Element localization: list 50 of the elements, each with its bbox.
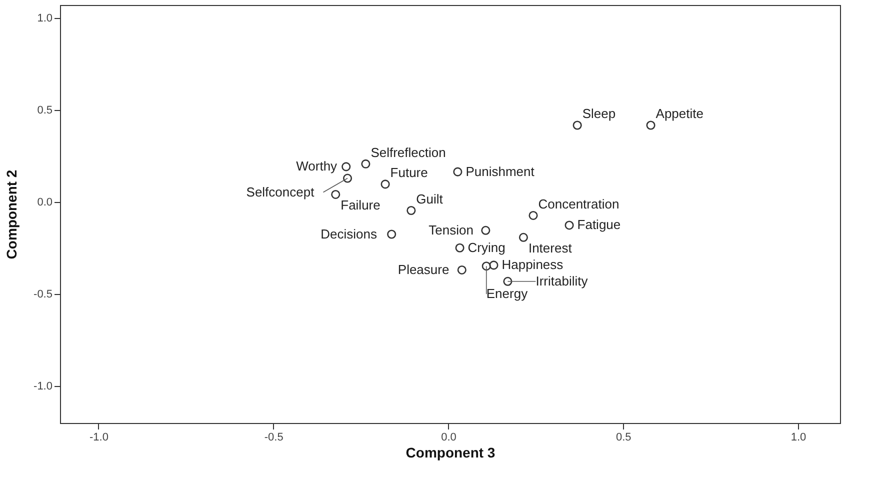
point bbox=[482, 262, 491, 271]
series-label: Pleasure bbox=[398, 262, 450, 277]
point bbox=[342, 162, 351, 172]
point bbox=[406, 206, 416, 216]
series-label: Decisions bbox=[320, 226, 378, 242]
series-label: Future bbox=[390, 165, 428, 180]
point bbox=[455, 243, 464, 252]
point bbox=[387, 230, 396, 239]
y-tick-label: 1.0 bbox=[37, 12, 52, 24]
point bbox=[380, 180, 390, 189]
series-label: Failure bbox=[340, 197, 380, 212]
series-label: Crying bbox=[468, 240, 506, 255]
point bbox=[481, 226, 490, 235]
point bbox=[453, 167, 462, 176]
point bbox=[572, 120, 582, 130]
point bbox=[361, 159, 370, 168]
point bbox=[528, 210, 538, 220]
point bbox=[331, 190, 340, 199]
x-tick-label: 1.0 bbox=[790, 432, 806, 444]
x-tick-label: -0.5 bbox=[264, 432, 284, 444]
series-label: Fatigue bbox=[577, 217, 621, 232]
y-tick-label: 0.5 bbox=[37, 104, 52, 116]
series-label: Happiness bbox=[502, 257, 564, 272]
series-label: Energy bbox=[486, 286, 528, 302]
y-axis-title: Component 2 bbox=[4, 170, 20, 260]
y-tick-label: 0.0 bbox=[37, 196, 52, 209]
series-label: Guilt bbox=[416, 192, 444, 206]
text: Selfconcept bbox=[246, 184, 315, 200]
x-tick-label: -1.0 bbox=[89, 432, 108, 444]
x-tick-label: 0.0 bbox=[441, 432, 456, 444]
point bbox=[646, 120, 656, 130]
series-label: Tension bbox=[428, 222, 474, 238]
series-label: Selfreflection bbox=[370, 144, 446, 160]
series-label: Concentration bbox=[538, 196, 620, 212]
point bbox=[342, 174, 352, 183]
point bbox=[489, 260, 498, 270]
x-tick-label: 0.5 bbox=[616, 432, 632, 444]
series-label: Worthy bbox=[296, 158, 338, 174]
point bbox=[564, 220, 574, 230]
x-axis-title: Component 3 bbox=[406, 444, 496, 460]
point bbox=[503, 276, 512, 286]
series-label: Irritability bbox=[536, 273, 588, 288]
series-label: Appetite bbox=[656, 106, 704, 122]
y-tick-label: -1.0 bbox=[34, 380, 52, 393]
series-label: Sleep bbox=[582, 106, 616, 122]
y-tick-label: -0.5 bbox=[34, 288, 52, 301]
point bbox=[457, 265, 466, 274]
series-label: Punishment bbox=[466, 164, 535, 179]
point bbox=[518, 232, 528, 242]
series-label: Interest bbox=[528, 240, 572, 256]
